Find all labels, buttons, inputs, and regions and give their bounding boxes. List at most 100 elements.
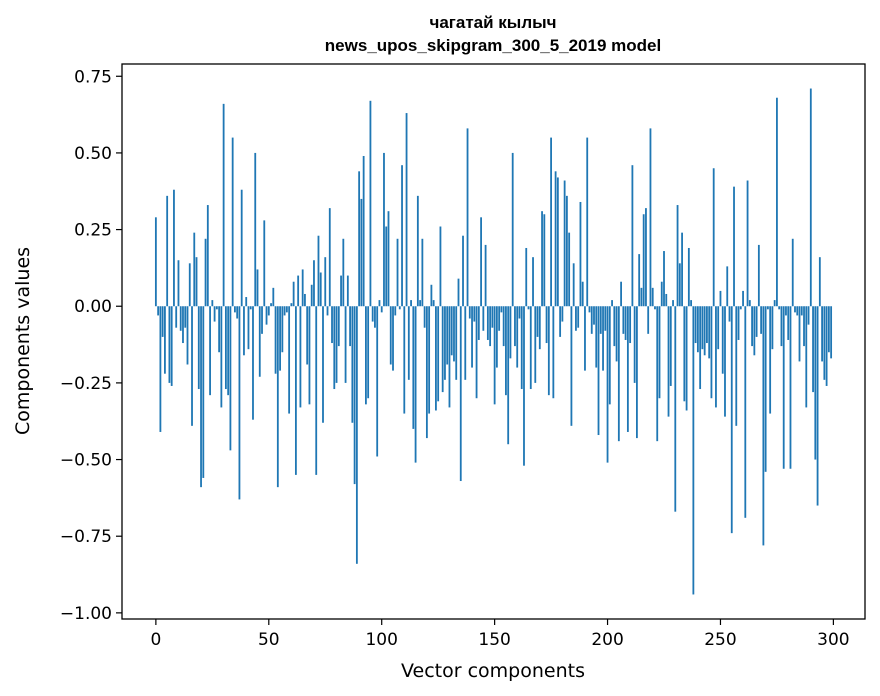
bar bbox=[240, 189, 243, 307]
bar bbox=[498, 306, 501, 331]
bar bbox=[276, 306, 279, 488]
bar bbox=[265, 306, 268, 325]
bar bbox=[238, 306, 241, 500]
bar bbox=[584, 306, 586, 371]
bar bbox=[396, 238, 399, 307]
bar bbox=[274, 306, 277, 374]
x-axis-label: Vector components bbox=[401, 660, 585, 682]
chart-subtitle: news_upos_skipgram_300_5_2019 model bbox=[325, 36, 661, 55]
bar bbox=[762, 306, 765, 546]
bar bbox=[191, 306, 193, 426]
bar bbox=[385, 226, 388, 307]
bar bbox=[164, 306, 166, 374]
bar bbox=[581, 281, 584, 307]
bar bbox=[159, 306, 162, 432]
bar bbox=[527, 306, 530, 310]
bar bbox=[224, 306, 227, 390]
bar bbox=[288, 306, 291, 414]
bar bbox=[545, 306, 548, 344]
bar bbox=[326, 306, 329, 316]
bar bbox=[175, 306, 178, 328]
bar bbox=[401, 165, 403, 307]
bar bbox=[525, 247, 528, 307]
bar bbox=[812, 306, 814, 393]
bar bbox=[475, 306, 478, 399]
x-tick-label: 100 bbox=[365, 630, 397, 650]
bar bbox=[776, 97, 778, 307]
bar bbox=[387, 211, 390, 307]
bar bbox=[441, 306, 444, 393]
bar bbox=[708, 306, 711, 359]
bar bbox=[563, 180, 566, 307]
bar bbox=[369, 100, 372, 307]
bar bbox=[495, 306, 498, 368]
bar bbox=[290, 303, 293, 307]
bar bbox=[724, 306, 726, 417]
bar bbox=[299, 306, 302, 408]
bar bbox=[177, 260, 180, 307]
bar bbox=[236, 306, 239, 319]
bar bbox=[737, 306, 740, 340]
bar bbox=[435, 306, 437, 411]
bar bbox=[543, 214, 546, 307]
bar bbox=[798, 306, 801, 362]
bar bbox=[209, 306, 211, 396]
bar bbox=[306, 306, 309, 365]
x-tick-label: 300 bbox=[817, 630, 849, 650]
bar bbox=[170, 306, 173, 386]
bar bbox=[794, 306, 796, 313]
bar bbox=[681, 232, 683, 307]
bar bbox=[500, 306, 503, 313]
bar bbox=[502, 306, 505, 347]
bar bbox=[378, 300, 381, 307]
bar bbox=[818, 257, 821, 307]
bar bbox=[751, 306, 753, 347]
x-tick-label: 250 bbox=[704, 630, 736, 650]
bar bbox=[466, 128, 469, 307]
bar bbox=[782, 306, 785, 469]
x-tick-label: 50 bbox=[258, 630, 280, 650]
chart-title: чагатай кылыч bbox=[429, 13, 556, 32]
bar bbox=[328, 208, 331, 307]
bar bbox=[281, 306, 284, 353]
bar bbox=[706, 306, 708, 344]
bar bbox=[552, 306, 555, 399]
bar bbox=[523, 306, 525, 466]
bar bbox=[615, 306, 618, 362]
bar bbox=[215, 306, 218, 310]
bar bbox=[663, 251, 665, 307]
bar bbox=[807, 306, 810, 325]
bar bbox=[285, 306, 288, 313]
bar bbox=[351, 306, 354, 423]
bar bbox=[701, 306, 704, 350]
bar bbox=[486, 306, 489, 340]
bar bbox=[229, 306, 232, 451]
bar bbox=[414, 306, 417, 463]
bar bbox=[755, 306, 758, 337]
bar bbox=[588, 306, 591, 313]
bar bbox=[374, 306, 376, 328]
bar bbox=[204, 238, 207, 307]
bar bbox=[559, 306, 562, 337]
bar bbox=[690, 300, 693, 307]
bar bbox=[547, 306, 550, 396]
bar bbox=[803, 306, 805, 347]
bar bbox=[423, 306, 426, 328]
bar bbox=[394, 306, 397, 316]
bar bbox=[728, 306, 731, 322]
bar bbox=[778, 306, 781, 310]
bar bbox=[505, 306, 507, 396]
bar bbox=[245, 297, 248, 307]
bar bbox=[606, 306, 609, 463]
bar bbox=[787, 306, 790, 340]
bar bbox=[550, 137, 552, 307]
bar bbox=[256, 269, 259, 307]
bar bbox=[511, 152, 514, 307]
bar bbox=[676, 205, 679, 307]
bar bbox=[392, 306, 394, 371]
bar bbox=[717, 306, 720, 350]
bar bbox=[568, 232, 571, 307]
bar bbox=[444, 306, 446, 380]
x-axis-ticks: 0 50 100 150 200 250 300 bbox=[150, 619, 850, 650]
bar bbox=[416, 195, 419, 307]
